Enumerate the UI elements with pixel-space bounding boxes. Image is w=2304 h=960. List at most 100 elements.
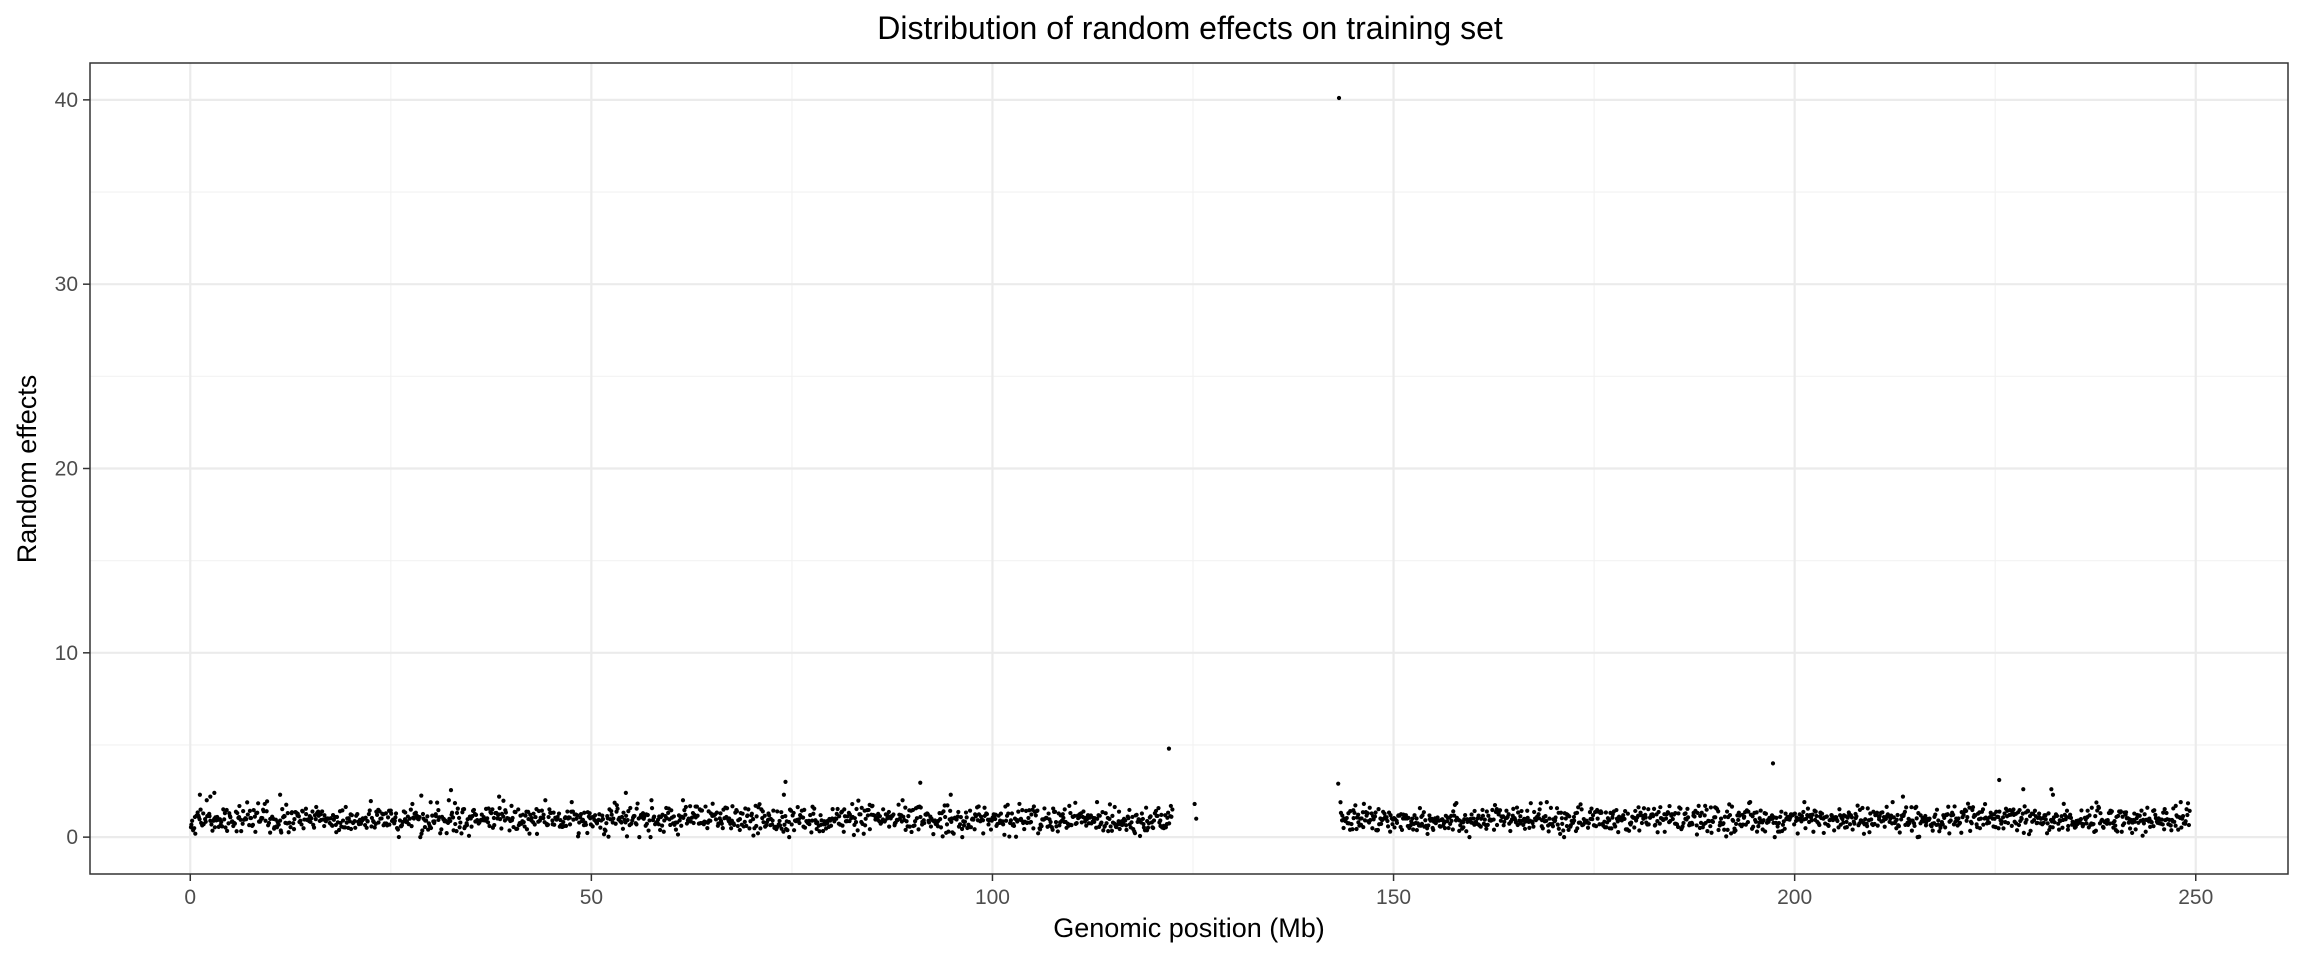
data-point xyxy=(340,818,346,823)
data-point xyxy=(1653,822,1658,827)
data-point xyxy=(311,825,317,830)
data-point xyxy=(1733,828,1738,833)
data-point xyxy=(389,811,394,816)
data-point xyxy=(658,827,663,833)
data-point xyxy=(507,828,512,833)
data-point xyxy=(1875,823,1880,828)
data-point xyxy=(1977,826,1983,831)
data-point xyxy=(842,807,847,812)
data-point xyxy=(918,814,923,820)
data-point xyxy=(1158,818,1163,823)
data-point xyxy=(1826,823,1831,828)
data-point xyxy=(1852,821,1857,826)
data-point xyxy=(1844,819,1849,824)
data-point xyxy=(383,811,388,816)
data-point xyxy=(513,810,518,815)
data-point xyxy=(808,812,813,818)
data-point xyxy=(372,825,377,830)
data-point xyxy=(1681,820,1686,826)
data-point xyxy=(393,811,399,816)
data-point xyxy=(673,827,679,832)
data-point xyxy=(352,818,357,824)
data-point xyxy=(2172,819,2177,824)
data-point xyxy=(791,810,796,816)
data-point xyxy=(1476,813,1481,818)
data-point xyxy=(2000,815,2006,820)
data-point xyxy=(1421,810,1426,815)
data-point xyxy=(1614,807,1619,813)
data-point xyxy=(2052,820,2057,825)
data-point xyxy=(802,807,807,812)
data-point xyxy=(671,814,676,819)
data-point xyxy=(852,816,857,821)
data-point xyxy=(2046,811,2051,816)
data-point xyxy=(713,817,719,822)
data-point xyxy=(943,814,948,820)
data-point xyxy=(322,813,327,818)
data-point xyxy=(492,823,497,828)
data-point xyxy=(1555,822,1560,827)
data-point xyxy=(1632,825,1637,830)
data-point xyxy=(485,820,491,825)
data-point xyxy=(1897,830,1902,835)
data-point xyxy=(1772,835,1777,840)
data-point xyxy=(1112,804,1117,810)
data-point xyxy=(583,822,589,827)
data-point xyxy=(285,811,290,816)
data-point xyxy=(718,811,723,816)
data-point xyxy=(248,815,254,821)
data-point xyxy=(2085,808,2090,813)
data-point xyxy=(2186,822,2192,828)
data-point xyxy=(1713,815,1718,820)
data-point xyxy=(515,826,520,831)
data-point xyxy=(555,814,560,820)
data-point xyxy=(1667,803,1672,809)
data-point xyxy=(1811,829,1816,834)
data-point xyxy=(1095,816,1100,821)
data-point xyxy=(797,820,802,826)
data-point xyxy=(363,815,368,820)
data-point xyxy=(296,814,301,819)
data-point xyxy=(343,804,348,810)
data-point xyxy=(423,818,429,823)
data-point xyxy=(2026,832,2032,837)
data-point xyxy=(611,816,616,821)
data-point xyxy=(2001,826,2006,831)
data-point xyxy=(1867,830,1872,835)
data-point xyxy=(850,801,855,807)
data-point xyxy=(2127,826,2133,831)
data-point xyxy=(524,827,530,832)
data-point xyxy=(387,822,392,827)
data-point xyxy=(1996,826,2001,831)
data-point xyxy=(811,811,816,816)
data-point xyxy=(1482,817,1487,822)
data-point xyxy=(1980,807,1986,812)
data-point xyxy=(861,831,866,836)
data-point xyxy=(1467,835,1472,840)
data-point xyxy=(1031,804,1036,809)
data-point xyxy=(2118,809,2123,814)
data-point xyxy=(724,806,730,811)
data-point xyxy=(986,822,991,827)
data-point xyxy=(1166,746,1172,751)
data-point xyxy=(1532,809,1537,815)
data-point xyxy=(1410,816,1415,821)
data-point xyxy=(340,808,345,813)
data-point xyxy=(250,822,256,827)
data-point xyxy=(652,814,657,819)
data-point xyxy=(491,815,496,821)
data-point xyxy=(459,831,464,836)
data-point xyxy=(1031,826,1036,831)
data-point xyxy=(420,828,425,833)
data-point xyxy=(201,811,206,816)
data-point xyxy=(1770,761,1776,766)
data-point xyxy=(1657,821,1662,826)
data-point xyxy=(1965,814,1970,820)
data-point xyxy=(1900,794,1906,799)
data-point xyxy=(896,802,901,807)
data-point xyxy=(289,810,295,815)
data-point xyxy=(1987,820,1992,825)
data-point xyxy=(534,831,540,837)
data-point xyxy=(349,813,354,818)
